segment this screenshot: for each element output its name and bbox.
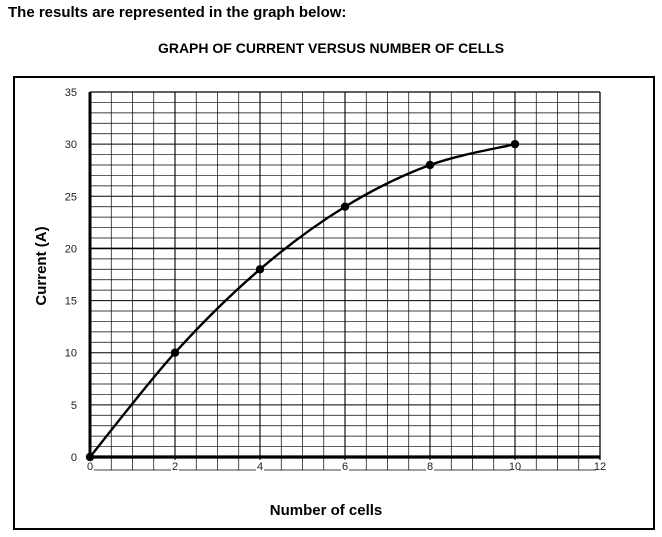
y-tick-label: 0 bbox=[71, 452, 77, 464]
data-point bbox=[340, 202, 350, 211]
y-tick-label: 35 bbox=[65, 87, 77, 99]
axes bbox=[88, 91, 601, 470]
chart-title: GRAPH OF CURRENT VERSUS NUMBER OF CELLS bbox=[157, 40, 505, 56]
grid-lines bbox=[89, 91, 601, 471]
intro-text: The results are represented in the graph… bbox=[8, 4, 347, 21]
x-tick-label: 8 bbox=[427, 461, 433, 473]
x-tick-label: 0 bbox=[87, 461, 93, 473]
x-tick-label-bg bbox=[426, 460, 434, 471]
y-tick-label: 25 bbox=[65, 191, 77, 203]
x-axis-label: Number of cells bbox=[270, 502, 383, 519]
y-tick-label: 10 bbox=[65, 348, 77, 360]
y-tick-label: 30 bbox=[65, 139, 77, 151]
y-tick-label: 20 bbox=[65, 243, 77, 255]
x-tick-label-bg bbox=[86, 460, 94, 471]
data-point bbox=[85, 452, 95, 462]
y-axis-label: Current (A) bbox=[33, 226, 50, 305]
x-tick-labels: 0 2 4 6 8 10 12 bbox=[86, 460, 606, 473]
data-point bbox=[255, 265, 265, 274]
chart-frame bbox=[13, 76, 655, 530]
x-tick-label-bg bbox=[596, 460, 604, 471]
x-tick-label: 4 bbox=[257, 461, 263, 473]
x-tick-label-bg bbox=[511, 460, 519, 471]
x-tick-label: 12 bbox=[594, 461, 606, 473]
x-tick-label: 10 bbox=[509, 461, 521, 473]
x-tick-label: 2 bbox=[172, 461, 178, 473]
x-tick-label: 6 bbox=[342, 461, 348, 473]
data-point bbox=[510, 139, 520, 149]
x-tick-label-bg bbox=[341, 460, 349, 471]
y-tick-label: 15 bbox=[65, 296, 77, 308]
data-point bbox=[425, 160, 435, 170]
data-series bbox=[85, 139, 520, 462]
x-tick-label-bg bbox=[171, 460, 179, 471]
y-tick-label: 5 bbox=[71, 400, 77, 412]
data-point bbox=[170, 348, 180, 357]
x-tick-label-bg bbox=[256, 460, 264, 471]
y-tick-labels: 0 5 10 15 20 25 30 35 bbox=[65, 87, 77, 464]
